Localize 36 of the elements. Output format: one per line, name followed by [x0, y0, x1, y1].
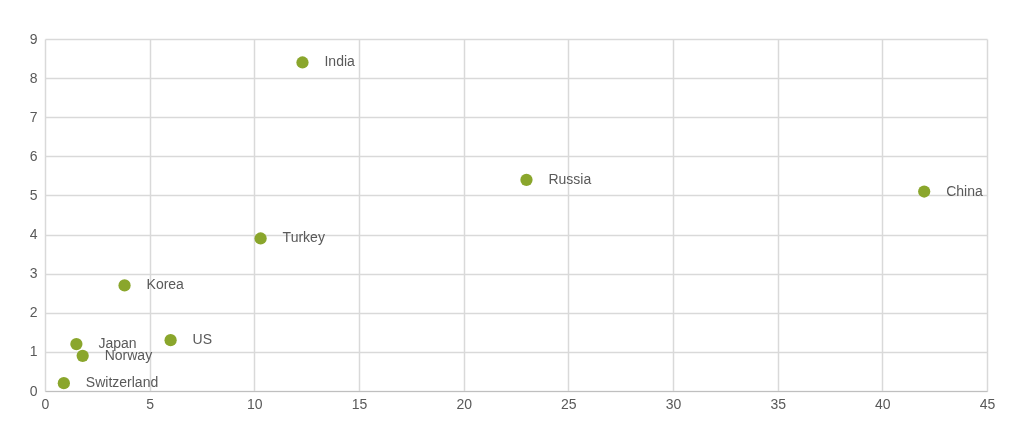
- x-tick-label: 35: [770, 395, 787, 412]
- point: [57, 377, 70, 390]
- y-tick-label: 1: [29, 343, 38, 360]
- point: [76, 349, 89, 362]
- annotation: China: [946, 182, 983, 199]
- point: [520, 173, 533, 186]
- x-tick-label: 25: [561, 395, 577, 412]
- point: [254, 232, 267, 245]
- y-tick-label: 3: [29, 265, 38, 282]
- x-tick-label: 15: [351, 395, 368, 412]
- point: [164, 334, 177, 347]
- point: [118, 279, 131, 292]
- x-tick-label: 40: [875, 395, 891, 412]
- y-tick-label: 9: [29, 30, 38, 47]
- x-tick-label: 20: [456, 395, 473, 412]
- y-tick-label: 7: [29, 108, 38, 125]
- y-tick-label: 5: [29, 186, 38, 203]
- point: [296, 56, 309, 69]
- y-tick-label: 0: [29, 382, 38, 399]
- x-tick-label: 0: [41, 395, 50, 412]
- y-tick-label: 6: [29, 147, 38, 164]
- annotation: Turkey: [282, 229, 325, 246]
- annotation: US: [192, 331, 213, 348]
- annotation: India: [324, 53, 356, 70]
- x-tick-label: 45: [979, 395, 996, 412]
- y-tick-label: 4: [29, 226, 38, 243]
- x-tick-label: 30: [665, 395, 682, 412]
- point: [70, 337, 83, 351]
- x-tick-label: 5: [146, 395, 155, 412]
- point: [918, 185, 931, 198]
- annotation: Russia: [548, 170, 592, 187]
- y-tick-label: 8: [29, 69, 38, 86]
- annotation: Korea: [146, 276, 185, 293]
- annotation: Switzerland: [85, 374, 159, 391]
- y-tick-label: 2: [29, 304, 38, 321]
- x-tick-label: 10: [247, 395, 263, 412]
